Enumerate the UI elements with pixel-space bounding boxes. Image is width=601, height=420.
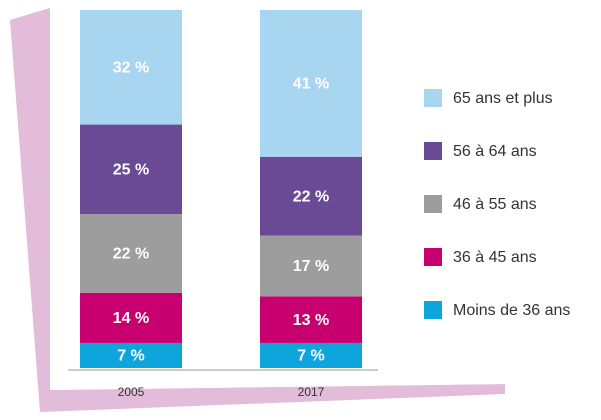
value-label: 41 % <box>293 76 329 93</box>
legend-swatch <box>424 301 442 319</box>
x-tick-label: 2017 <box>298 385 325 399</box>
value-label: 17 % <box>293 258 329 275</box>
bar-segment <box>80 10 182 125</box>
legend-label: 36 à 45 ans <box>453 249 537 266</box>
value-label: 14 % <box>113 310 149 327</box>
bar-segment <box>260 235 362 297</box>
bar-segment <box>260 342 362 368</box>
bar-segment <box>260 296 362 343</box>
legend-label: 56 à 64 ans <box>453 143 537 160</box>
bar-segment <box>260 10 362 157</box>
value-label: 32 % <box>113 59 149 76</box>
value-label: 25 % <box>113 162 149 179</box>
legend-swatch <box>424 142 442 160</box>
legend-swatch <box>424 89 442 107</box>
value-label: 22 % <box>293 188 329 205</box>
value-label: 7 % <box>297 348 325 365</box>
legend-swatch <box>424 195 442 213</box>
legend-label: 46 à 55 ans <box>453 196 537 213</box>
bar-segment <box>260 156 362 236</box>
bar-segment <box>80 124 182 215</box>
value-label: 22 % <box>113 246 149 263</box>
legend-swatch <box>424 248 442 266</box>
bar-segment <box>80 214 182 293</box>
x-tick-label: 2005 <box>118 385 145 399</box>
legend-label: 65 ans et plus <box>453 90 553 107</box>
bar-segment <box>80 292 182 343</box>
legend-label: Moins de 36 ans <box>453 302 570 319</box>
bar-segment <box>80 342 182 368</box>
value-label: 13 % <box>293 312 329 329</box>
value-label: 7 % <box>117 348 145 365</box>
